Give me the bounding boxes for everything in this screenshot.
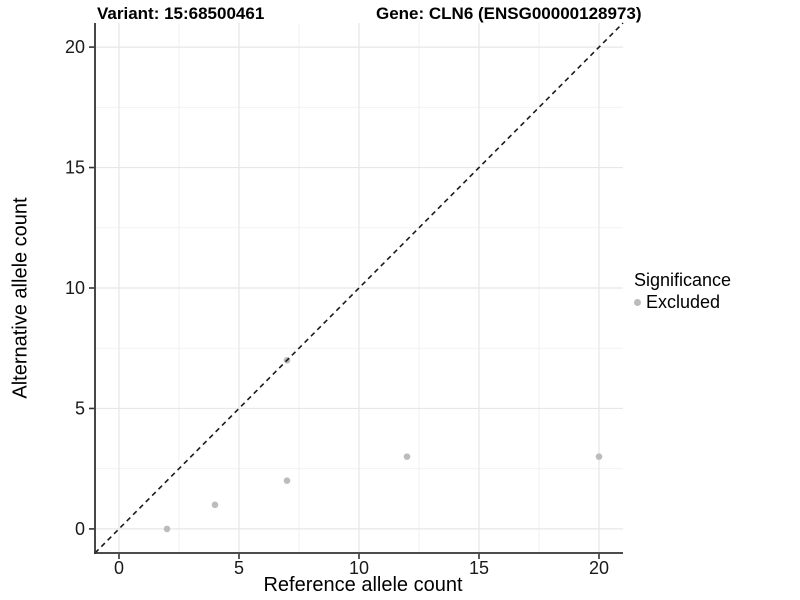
scatter-point [283,477,291,485]
legend-title: Significance [634,270,732,290]
y-tick-label: 0 [75,519,85,539]
legend-item-label: Excluded [646,292,721,312]
y-tick-label: 20 [65,37,85,57]
x-axis-title: Reference allele count [263,574,463,596]
scatter-point [163,525,171,533]
x-tick-label: 0 [114,558,124,578]
y-axis-title: Alternative allele count [9,197,32,399]
plot-title-gene: Gene: CLN6 (ENSG00000128973) [376,4,642,23]
x-tick-label: 20 [589,558,609,578]
legend: Significance Excluded [634,270,731,313]
y-tick-label: 15 [65,158,85,178]
x-tick-label: 10 [349,558,369,578]
scatter-point [595,453,603,460]
plot-title-variant: Variant: 15:68500461 [97,4,265,23]
scatter-point [211,501,219,509]
y-tick-label: 5 [75,398,85,418]
x-tick-label: 5 [234,558,244,578]
x-tick-label: 15 [469,558,489,578]
y-tick-label: 10 [65,278,85,298]
legend-point-icon [634,299,641,306]
legend-item-excluded: Excluded [634,292,731,313]
scatter-point [403,453,411,460]
identity-reference-line [94,22,624,554]
